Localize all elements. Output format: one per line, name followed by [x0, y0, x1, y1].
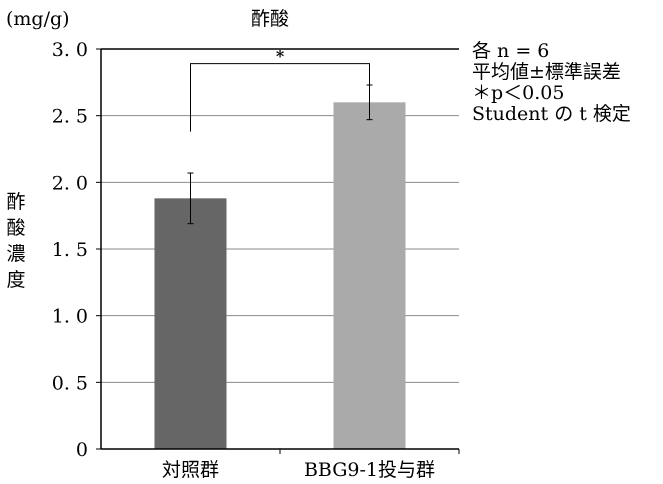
y-axis-label-char: 度	[6, 269, 26, 291]
note-mean-sem: 平均値±標準誤差	[472, 61, 621, 83]
bars	[154, 102, 406, 449]
y-tick-label: 1. 0	[52, 306, 88, 328]
y-tick-labels: 0 0. 5 1. 0 1. 5 2. 0 2. 5 3. 0	[52, 39, 101, 461]
bar	[154, 198, 227, 449]
y-tick-label: 0. 5	[52, 372, 88, 394]
chart-notes: 各 n = 6 平均値±標準誤差 ＊p＜0.05 Student の t 検定	[472, 41, 631, 125]
x-tick-labels: 対照群 BBG9-1投与群	[162, 459, 435, 481]
y-axis-label-char: 酢	[6, 191, 26, 213]
bar	[333, 102, 406, 449]
y-tick-label: 1. 5	[52, 239, 88, 261]
x-tick-label: 対照群	[162, 459, 219, 481]
y-tick-label: 0	[76, 439, 88, 461]
note-sample-size: 各 n = 6	[472, 40, 550, 62]
error-bars	[187, 84, 373, 225]
y-tick-label: 3. 0	[52, 39, 88, 61]
x-tick-label: BBG9-1投与群	[304, 459, 435, 481]
y-tick-label: 2. 0	[52, 172, 88, 194]
note-test: Student の t 検定	[472, 103, 631, 125]
note-p-value: ＊p＜0.05	[472, 82, 565, 104]
significance-label: *	[276, 47, 285, 66]
bracket-line	[190, 63, 370, 132]
y-axis-label-char: 濃	[6, 243, 26, 265]
significance-bracket: *	[190, 47, 370, 132]
chart-title: 酢酸	[251, 8, 289, 30]
y-axis-label: 酢 酸 濃 度	[4, 189, 28, 293]
y-tick-label: 2. 5	[52, 106, 88, 128]
y-axis-label-char: 酸	[6, 217, 26, 239]
y-unit-label: (mg/g)	[6, 8, 70, 30]
